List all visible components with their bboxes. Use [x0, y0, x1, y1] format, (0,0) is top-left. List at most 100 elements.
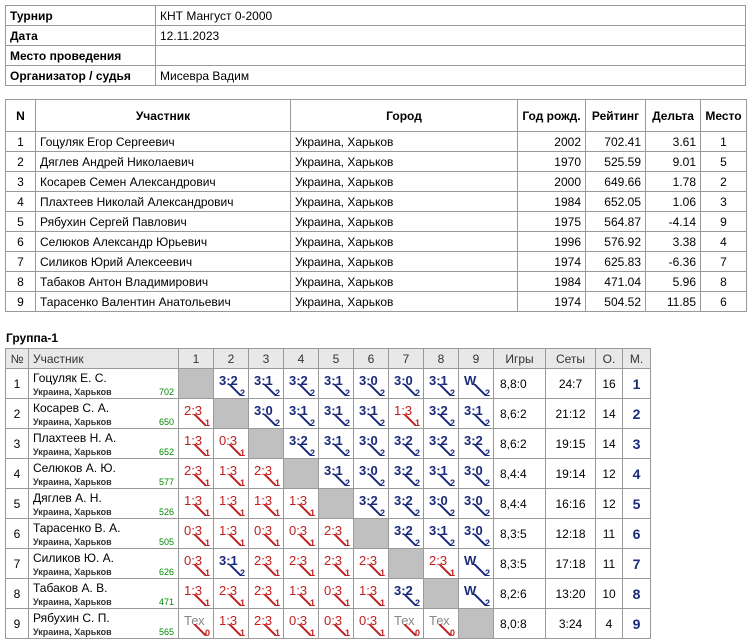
- player-name: Косарев С. А.: [33, 401, 110, 415]
- slash: [404, 624, 416, 636]
- player-cell: Гоцуляк Е. С. Украина, Харьков 702: [28, 368, 179, 399]
- place: 5: [622, 488, 651, 519]
- match-points: 2: [379, 418, 385, 428]
- match-points: 2: [484, 538, 490, 548]
- match-cell: 3:0 2: [458, 488, 494, 519]
- slash: [404, 504, 416, 516]
- slash: [439, 474, 451, 486]
- match-cell: 3:1 2: [213, 548, 249, 579]
- group-title: Группа-1: [6, 331, 59, 345]
- cell: 1.78: [645, 171, 701, 192]
- match-points: 1: [239, 628, 245, 638]
- match-points: 1: [239, 448, 245, 458]
- player-rating: 652: [158, 447, 174, 457]
- match-cell: 1:3 1: [178, 428, 214, 459]
- slash: [334, 444, 346, 456]
- row-number: 3: [5, 428, 29, 459]
- slash: [474, 504, 486, 516]
- match-cell: 2:3 1: [318, 518, 354, 549]
- cell: Украина, Харьков: [290, 271, 518, 292]
- match-points: 1: [239, 598, 245, 608]
- match-points: 1: [309, 508, 315, 518]
- slash: [299, 534, 311, 546]
- group-row: 7 Силиков Ю. А. Украина, Харьков 626 0:3 1 3:1…: [5, 548, 651, 579]
- match-points: 2: [449, 418, 455, 428]
- cell: 2: [700, 171, 747, 192]
- player-cell: Косарев С. А. Украина, Харьков 650: [28, 398, 179, 429]
- slash: [369, 414, 381, 426]
- match-points: 1: [204, 508, 210, 518]
- match-points: 2: [344, 448, 350, 458]
- cell: 7: [700, 251, 747, 272]
- match-points: 2: [484, 478, 490, 488]
- slash: [229, 504, 241, 516]
- info-row: Турнир КНТ Мангуст 0-2000: [5, 5, 746, 26]
- place: 2: [622, 398, 651, 429]
- slash: [369, 384, 381, 396]
- sets: 19:14: [545, 458, 596, 489]
- cell: Тарасенко Валентин Анатольевич: [35, 291, 291, 312]
- participant-row: 1 Гоцуляк Егор Сергеевич Украина, Харьков 2…: [5, 131, 747, 152]
- cell: 4: [700, 231, 747, 252]
- column-header: Участник: [35, 99, 291, 132]
- player-cell: Тарасенко В. А. Украина, Харьков 505: [28, 518, 179, 549]
- cell: Украина, Харьков: [290, 231, 518, 252]
- info-row: Место проведения: [5, 45, 746, 66]
- slash: [369, 624, 381, 636]
- cell: Косарев Семен Александрович: [35, 171, 291, 192]
- slash: [404, 444, 416, 456]
- cell: 9: [5, 291, 36, 312]
- match-points: 1: [274, 598, 280, 608]
- match-cell: 3:1 2: [318, 398, 354, 429]
- games: 8,4:4: [493, 458, 546, 489]
- match-cell: 2:3 1: [248, 458, 284, 489]
- match-points: 2: [449, 538, 455, 548]
- player-cell: Селюков А. Ю. Украина, Харьков 577: [28, 458, 179, 489]
- match-points: 2: [484, 598, 490, 608]
- column-header: 7: [388, 348, 424, 369]
- slash: [229, 534, 241, 546]
- games: 8,6:2: [493, 398, 546, 429]
- match-cell: 3:2 2: [388, 458, 424, 489]
- slash: [194, 564, 206, 576]
- slash: [474, 414, 486, 426]
- cell: 564.87: [585, 211, 646, 232]
- match-points: 2: [274, 388, 280, 398]
- player-rating: 577: [158, 477, 174, 487]
- cell: 5.96: [645, 271, 701, 292]
- match-cell: 0:3 1: [248, 518, 284, 549]
- match-score: W: [464, 553, 477, 568]
- match-points: 1: [204, 448, 210, 458]
- slash: [229, 384, 241, 396]
- info-row: Организатор / судья Мисевра Вадим: [5, 65, 746, 86]
- slash: [404, 474, 416, 486]
- group-row: 6 Тарасенко В. А. Украина, Харьков 505 0:3 1 1…: [5, 518, 651, 549]
- match-points: 1: [344, 568, 350, 578]
- match-points: 2: [414, 538, 420, 548]
- points: 4: [595, 608, 623, 639]
- match-cell: 2:3 1: [318, 548, 354, 579]
- player-city: Украина, Харьков: [33, 507, 112, 517]
- match-points: 1: [274, 568, 280, 578]
- match-points: 0: [204, 628, 210, 638]
- column-header: М.: [622, 348, 651, 369]
- cell: 471.04: [585, 271, 646, 292]
- cell: Табаков Антон Владимирович: [35, 271, 291, 292]
- match-cell: 3:2 2: [423, 398, 459, 429]
- slash: [369, 594, 381, 606]
- cell: 4: [5, 191, 36, 212]
- diagonal-cell: [318, 488, 354, 519]
- participant-row: 4 Плахтеев Николай Александрович Украина, …: [5, 191, 747, 212]
- slash: [264, 534, 276, 546]
- player-cell: Табаков А. В. Украина, Харьков 471: [28, 578, 179, 609]
- games: 8,4:4: [493, 488, 546, 519]
- column-header: 6: [353, 348, 389, 369]
- column-header: №: [5, 348, 29, 369]
- match-points: 2: [484, 568, 490, 578]
- match-points: 1: [274, 508, 280, 518]
- match-points: 2: [379, 508, 385, 518]
- player-cell: Дяглев А. Н. Украина, Харьков 526: [28, 488, 179, 519]
- match-cell: 3:1 2: [423, 458, 459, 489]
- match-points: 1: [414, 418, 420, 428]
